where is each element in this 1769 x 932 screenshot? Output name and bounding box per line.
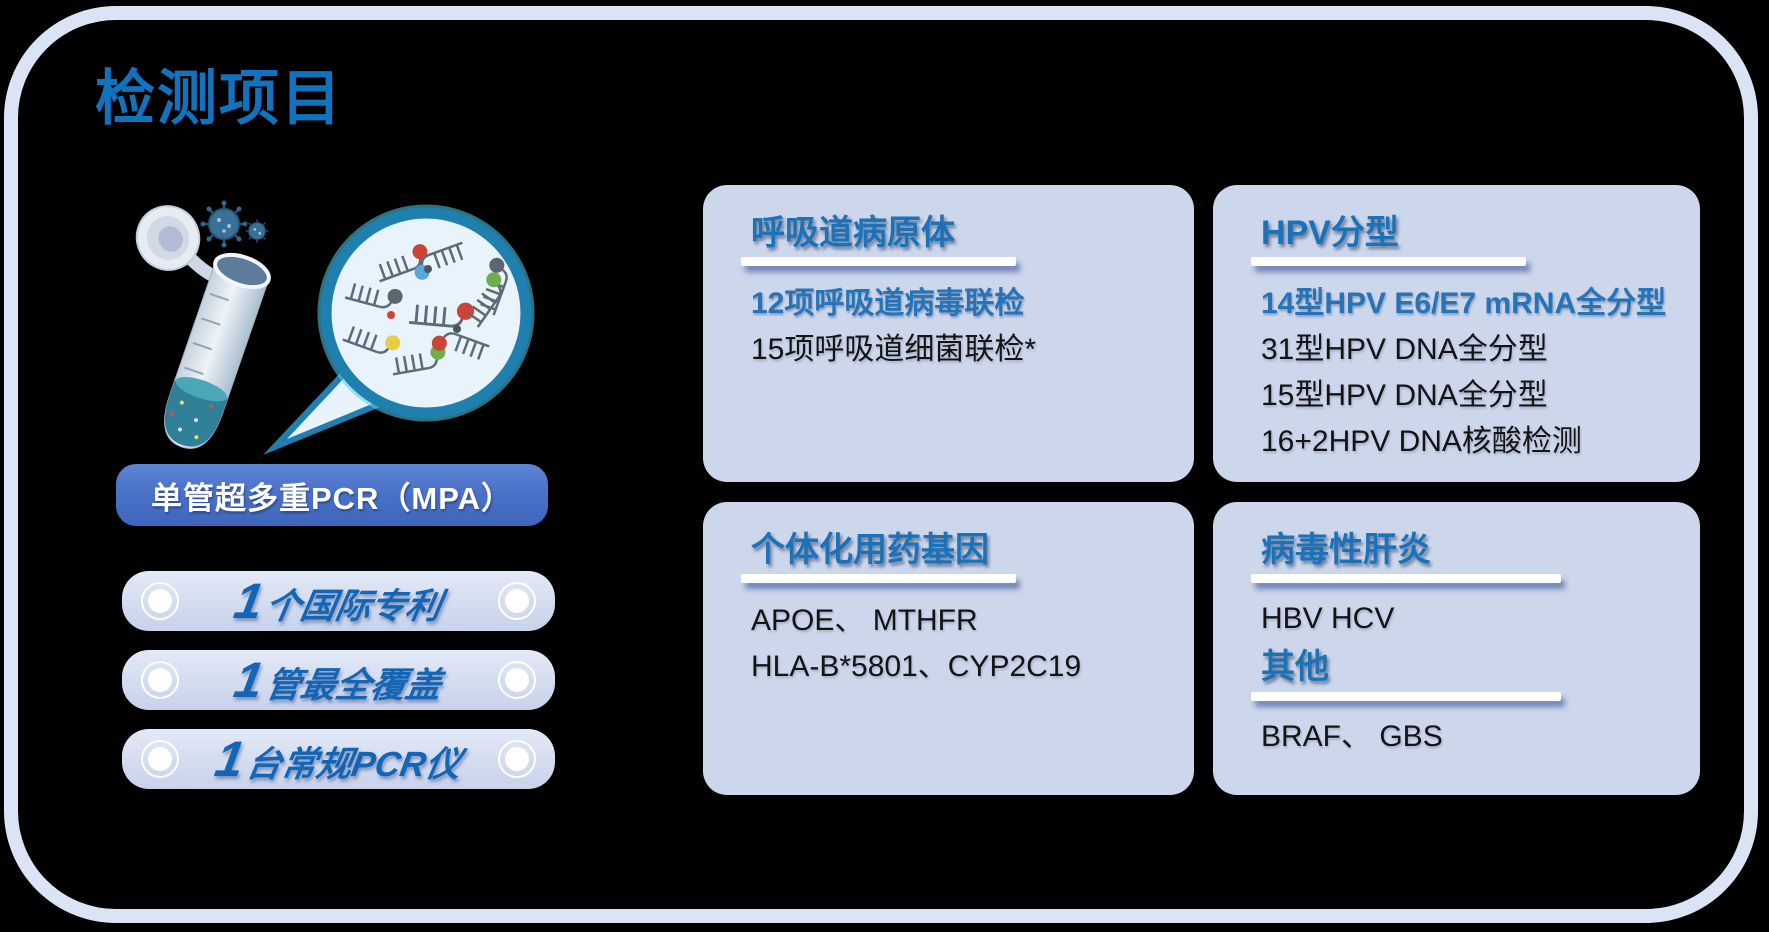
pcr-tube-illustration bbox=[135, 200, 535, 455]
panel-hepatitis: 病毒性肝炎 HBV HCV 其他 BRAF、 GBS bbox=[1213, 502, 1700, 795]
panel-pgx: 个体化用药基因 APOE、 MTHFR HLA-B*5801、CYP2C19 bbox=[703, 502, 1194, 795]
panel-sub-items: BRAF、 GBS bbox=[1261, 721, 1674, 752]
panel-items: HBV HCV bbox=[1261, 603, 1674, 634]
subtitle-underline bbox=[1251, 691, 1561, 701]
speech-bubble-icon bbox=[263, 204, 535, 455]
rivet-icon bbox=[498, 740, 536, 778]
rivet-icon bbox=[141, 661, 179, 699]
panel-title: 呼吸道病原体 bbox=[751, 214, 955, 252]
panel-item: HBV HCV bbox=[1261, 602, 1395, 636]
panel-hpv: HPV分型 14型HPV E6/E7 mRNA全分型 31型HPV DNA全分型 1… bbox=[1213, 185, 1700, 482]
panel-item: 31型HPV DNA全分型 bbox=[1261, 333, 1548, 367]
feature-label: 1 管最全覆盖 bbox=[230, 652, 445, 708]
panel-title: 病毒性肝炎 bbox=[1261, 531, 1431, 569]
page-title: 检测项目 bbox=[95, 65, 343, 132]
feature-pill[interactable]: 1 管最全覆盖 bbox=[122, 650, 555, 710]
panel-item: 15项呼吸道细菌联检* bbox=[751, 333, 1037, 367]
panel-respiratory: 呼吸道病原体 12项呼吸道病毒联检 15项呼吸道细菌联检* bbox=[703, 185, 1194, 482]
mpa-button[interactable]: 单管超多重PCR（MPA） bbox=[116, 464, 548, 526]
feature-pill[interactable]: 1 台常规PCR仪 bbox=[122, 729, 555, 789]
title-underline bbox=[1251, 257, 1526, 267]
feature-label: 1 个国际专利 bbox=[230, 573, 445, 629]
virus-icon bbox=[200, 200, 269, 248]
title-underline bbox=[741, 574, 1016, 584]
rivet-icon bbox=[141, 582, 179, 620]
panel-item: APOE、 MTHFR bbox=[751, 604, 978, 638]
panel-item: 12项呼吸道病毒联检 bbox=[751, 287, 1025, 321]
panel-item: 16+2HPV DNA核酸检测 bbox=[1261, 425, 1582, 459]
feature-pill[interactable]: 1 个国际专利 bbox=[122, 571, 555, 631]
rivet-icon bbox=[498, 661, 536, 699]
rivet-icon bbox=[141, 740, 179, 778]
panel-items: APOE、 MTHFR HLA-B*5801、CYP2C19 bbox=[751, 605, 1168, 682]
feature-label: 1 台常规PCR仪 bbox=[210, 731, 464, 787]
dna-probe-icon bbox=[341, 240, 514, 376]
panel-item: BRAF、 GBS bbox=[1261, 719, 1443, 753]
rivet-icon bbox=[498, 582, 536, 620]
panel-item: 15型HPV DNA全分型 bbox=[1261, 379, 1548, 413]
panel-title: HPV分型 bbox=[1261, 214, 1399, 252]
title-underline bbox=[1251, 574, 1561, 584]
slide-border-frame bbox=[4, 6, 1758, 923]
pcr-tube-icon bbox=[164, 252, 271, 449]
tube-cap-icon bbox=[135, 205, 201, 271]
panel-items: 14型HPV E6/E7 mRNA全分型 31型HPV DNA全分型 15型HPV … bbox=[1261, 288, 1674, 457]
panel-item: HLA-B*5801、CYP2C19 bbox=[751, 650, 1082, 684]
panel-subtitle: 其他 bbox=[1261, 648, 1329, 687]
title-underline bbox=[741, 257, 1016, 267]
panel-items: 12项呼吸道病毒联检 15项呼吸道细菌联检* bbox=[751, 288, 1168, 365]
feature-list: 1 个国际专利 1 管最全覆盖 1 台常规PCR仪 bbox=[122, 571, 555, 789]
panel-title: 个体化用药基因 bbox=[751, 531, 989, 569]
panel-item: 14型HPV E6/E7 mRNA全分型 bbox=[1261, 287, 1667, 321]
